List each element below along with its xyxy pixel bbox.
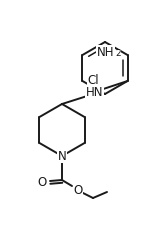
Text: N: N	[58, 149, 66, 163]
Text: HN: HN	[86, 86, 104, 99]
Text: Cl: Cl	[88, 74, 99, 88]
Text: NH: NH	[97, 45, 115, 59]
Text: O: O	[37, 175, 47, 188]
Text: 2: 2	[116, 50, 121, 59]
Text: O: O	[73, 183, 83, 197]
